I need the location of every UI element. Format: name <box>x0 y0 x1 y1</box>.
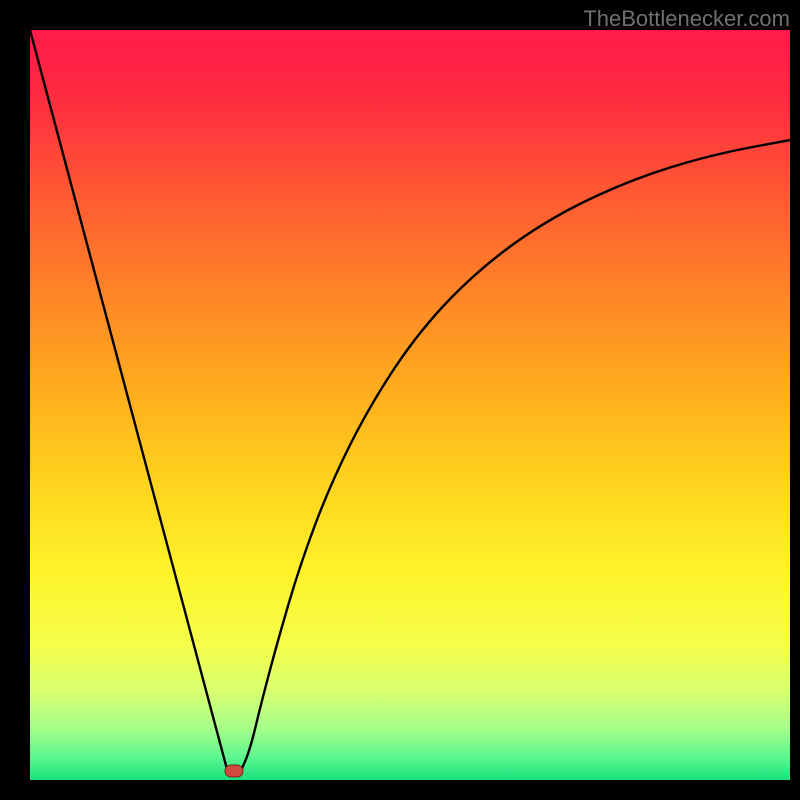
gradient-background <box>30 30 790 780</box>
watermark-text: TheBottlenecker.com <box>583 6 790 32</box>
chart-container: TheBottlenecker.com <box>0 0 800 800</box>
plot-svg <box>0 0 800 800</box>
optimum-marker <box>225 765 243 777</box>
